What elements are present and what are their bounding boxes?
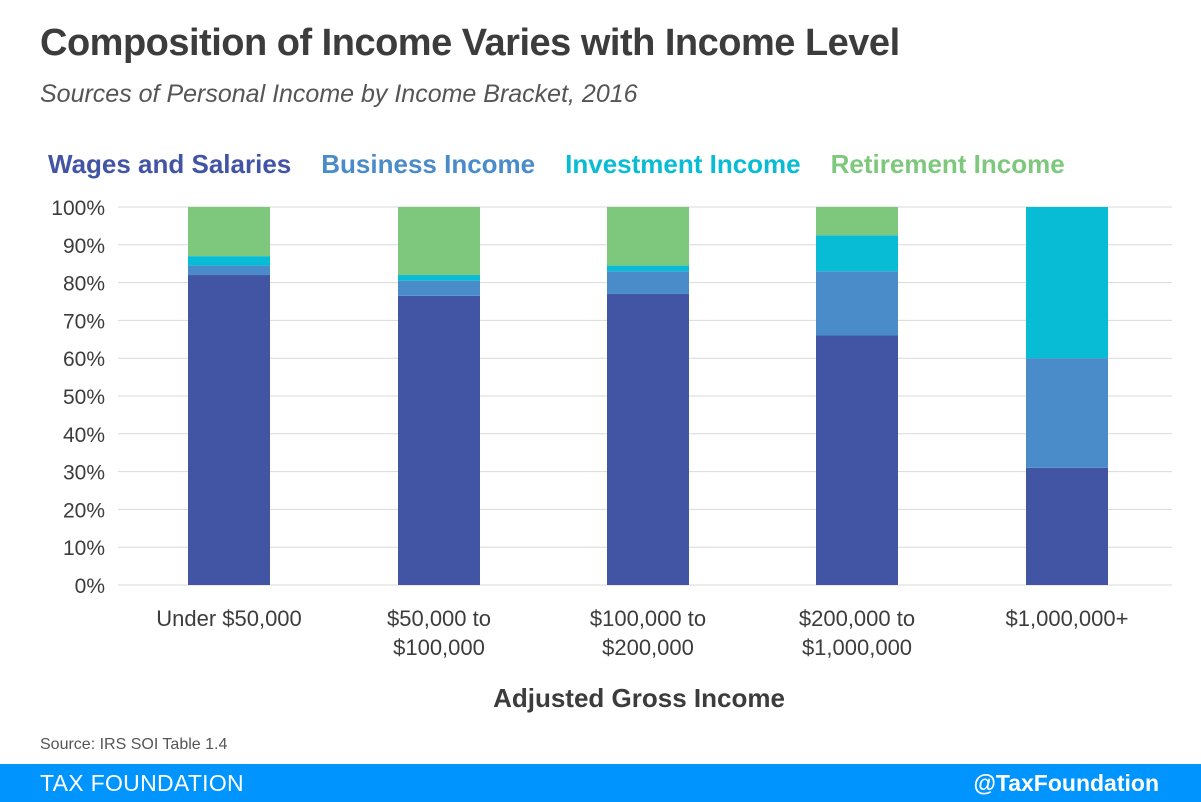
y-tick-label: 90% <box>63 235 105 258</box>
y-tick-label: 70% <box>63 310 105 333</box>
bars <box>188 207 1108 585</box>
stacked-bar-chart: 0% 10% 20% 30% 40% 50% 60% 70% 80% 90% 100% Under $… <box>51 197 1172 713</box>
y-tick-label: 10% <box>63 537 105 560</box>
bar-segment-business-income <box>1026 358 1108 468</box>
footer-brand: TAX FOUNDATION <box>40 770 244 796</box>
chart-title: Composition of Income Varies with Income… <box>40 22 900 64</box>
chart-subtitle: Sources of Personal Income by Income Bra… <box>40 80 638 108</box>
bar-segment-business-income <box>607 271 689 294</box>
bar-segment-wages-and-salaries <box>816 335 898 585</box>
x-tick-label-line: $100,000 to <box>590 606 706 631</box>
x-tick-label-line: $50,000 to <box>387 606 491 631</box>
legend-item-retirement-income: Retirement Income <box>830 148 1065 179</box>
y-tick-label: 0% <box>75 575 105 598</box>
x-tick-label-line: $1,000,000+ <box>1006 606 1129 631</box>
bar-segment-investment-income <box>1026 207 1108 359</box>
footer-bar: TAX FOUNDATION @TaxFoundation <box>0 764 1201 802</box>
x-tick-label: $100,000 to $200,000 <box>590 606 706 660</box>
x-tick-label: $50,000 to $100,000 <box>387 606 491 660</box>
x-tick-label-line: $200,000 to <box>799 606 915 631</box>
footer-handle: @TaxFoundation <box>973 770 1159 796</box>
y-tick-label: 20% <box>63 499 105 522</box>
x-tick-label: Under $50,000 <box>156 606 302 631</box>
bar-segment-investment-income <box>398 275 480 281</box>
x-tick-label: $1,000,000+ <box>1006 606 1129 631</box>
x-tick-label-line: Under $50,000 <box>156 606 302 631</box>
axis-labels: 0% 10% 20% 30% 40% 50% 60% 70% 80% 90% 100% Under $… <box>51 197 1128 660</box>
bar-segment-investment-income <box>816 235 898 272</box>
bar-segment-investment-income <box>188 256 270 266</box>
x-tick-label-line: $100,000 <box>393 635 485 660</box>
bar-segment-business-income <box>816 271 898 336</box>
bar-segment-retirement-income <box>398 207 480 276</box>
y-tick-label: 80% <box>63 273 105 296</box>
legend-item-business-income: Business Income <box>321 148 536 179</box>
y-tick-label: 50% <box>63 386 105 409</box>
x-tick-label-line: $1,000,000 <box>802 635 912 660</box>
source-note: Source: IRS SOI Table 1.4 <box>40 736 228 753</box>
y-tick-label: 100% <box>51 197 105 220</box>
bar-segment-wages-and-salaries <box>398 295 480 585</box>
legend-item-investment-income: Investment Income <box>565 148 801 179</box>
bar-segment-business-income <box>398 280 480 296</box>
bar-segment-retirement-income <box>607 207 689 266</box>
x-axis-label: Adjusted Gross Income <box>493 683 785 713</box>
bar-segment-wages-and-salaries <box>1026 467 1108 585</box>
x-tick-label: $200,000 to $1,000,000 <box>799 606 915 660</box>
bar-segment-business-income <box>188 265 270 276</box>
y-tick-label: 30% <box>63 462 105 485</box>
x-tick-label-line: $200,000 <box>602 635 694 660</box>
bar-segment-retirement-income <box>188 207 270 257</box>
y-tick-label: 40% <box>63 424 105 447</box>
bar-segment-wages-and-salaries <box>188 275 270 585</box>
legend-item-wages-and-salaries: Wages and Salaries <box>48 148 292 179</box>
legend: Wages and Salaries Business Income Investm… <box>48 144 1178 184</box>
bar-segment-retirement-income <box>816 207 898 236</box>
y-tick-label: 60% <box>63 348 105 371</box>
bar-segment-wages-and-salaries <box>607 293 689 585</box>
bar-segment-investment-income <box>607 265 689 272</box>
